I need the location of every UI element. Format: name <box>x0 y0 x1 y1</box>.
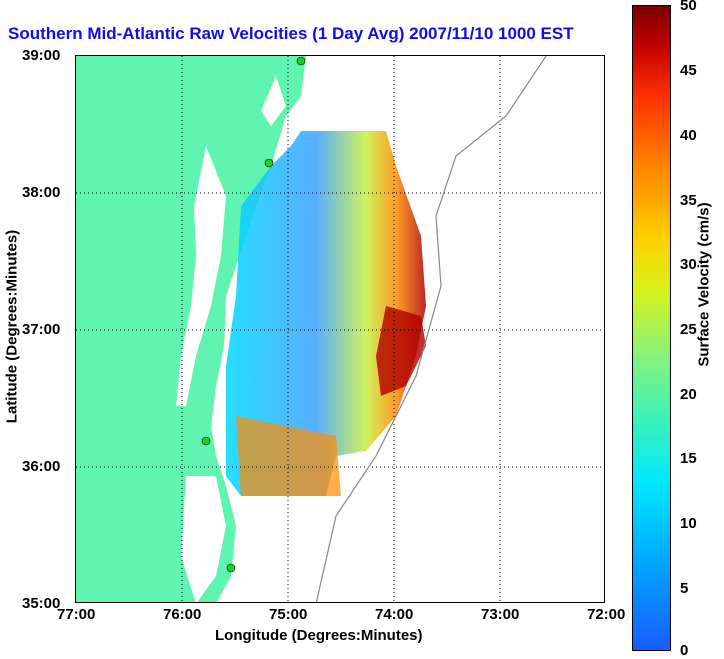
y-tick: 39:00 <box>22 47 61 64</box>
y-axis-label: Latitude (Degrees:Minutes) <box>3 229 21 424</box>
chesapeake-bay <box>176 146 226 406</box>
x-tick: 73:00 <box>481 606 520 623</box>
colorbar-tick: 50 <box>680 0 697 14</box>
colorbar-tick: 30 <box>680 256 697 273</box>
map-title: Southern Mid-Atlantic Raw Velocities (1 … <box>8 24 574 43</box>
colorbar-tick: 5 <box>680 580 689 597</box>
colorbar-tick: 35 <box>680 192 697 209</box>
x-tick: 72:00 <box>587 606 626 623</box>
colorbar-tick: 20 <box>680 386 697 403</box>
y-tick: 38:00 <box>22 184 61 201</box>
y-tick: 37:00 <box>22 321 61 338</box>
colorbar-tick: 40 <box>680 127 697 144</box>
colorbar-tick: 15 <box>680 450 697 467</box>
pamlico-sound <box>181 476 226 602</box>
map-plot-area[interactable] <box>75 55 605 603</box>
station-marker <box>296 56 306 66</box>
colorbar-label: Surface Velocity (cm/s) <box>695 202 713 367</box>
graticule <box>76 56 604 602</box>
offshore-hotspot <box>376 306 426 396</box>
map-canvas <box>76 56 604 602</box>
velocity-field <box>226 131 426 496</box>
x-tick: 77:00 <box>57 606 96 623</box>
y-tick: 35:00 <box>22 595 61 612</box>
colorbar-tick: 25 <box>680 321 697 338</box>
colorbar-tick: 45 <box>680 62 697 79</box>
colorbar-tick: 0 <box>680 642 689 659</box>
x-tick: 76:00 <box>163 606 202 623</box>
x-tick: 75:00 <box>269 606 308 623</box>
y-tick: 36:00 <box>22 458 61 475</box>
delaware-bay <box>261 76 286 126</box>
station-marker <box>201 436 211 446</box>
shelf-contour <box>315 56 547 602</box>
colorbar-tick: 10 <box>680 515 697 532</box>
station-marker <box>264 158 274 168</box>
colorbar <box>632 5 671 651</box>
station-marker <box>226 563 236 573</box>
x-axis-label: Longitude (Degrees:Minutes) <box>215 627 423 644</box>
x-tick: 74:00 <box>375 606 414 623</box>
